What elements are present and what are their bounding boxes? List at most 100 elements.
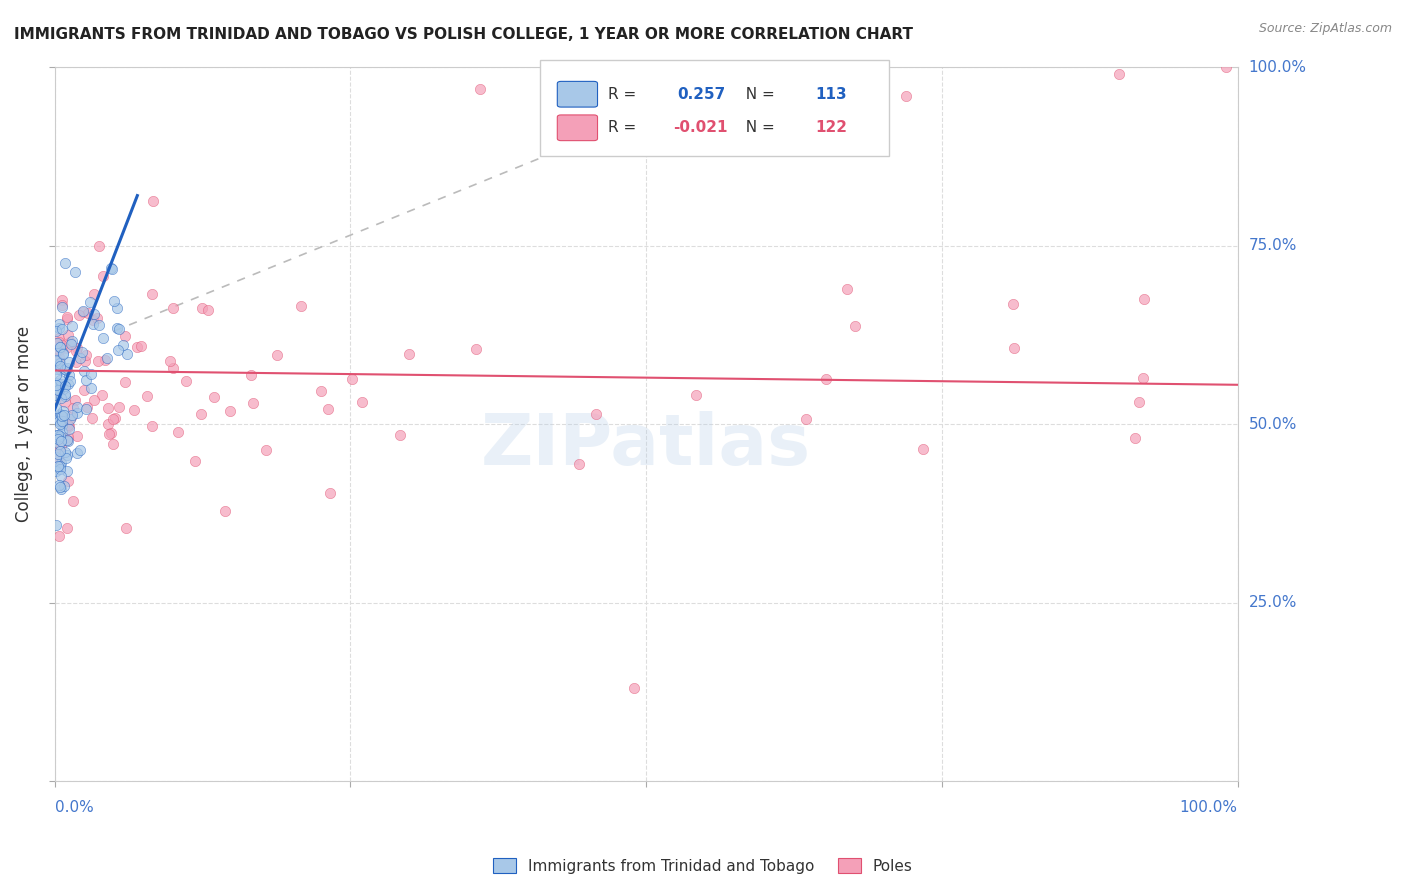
Point [837, 283, 859, 297]
Point [103, 293, 125, 308]
Point [100, 260, 122, 275]
Point [685, 388, 707, 402]
Point [58, 368, 80, 383]
Point [266, 348, 288, 362]
Point [1215, 60, 1237, 74]
Point [65, 429, 87, 443]
Point [49, 373, 72, 387]
Point [76, 400, 98, 414]
Point [214, 504, 236, 518]
Text: R =: R = [609, 87, 647, 102]
Point [66, 342, 89, 356]
Point [197, 303, 219, 318]
Point [46, 376, 69, 390]
Point [67, 308, 90, 322]
Point [141, 419, 163, 434]
Point [53, 444, 76, 458]
Point [77, 305, 100, 319]
Point [159, 354, 181, 368]
Point [58, 418, 80, 433]
Point [91, 269, 114, 284]
Point [48, 436, 70, 450]
Point [75, 353, 97, 368]
Point [48, 443, 70, 458]
Point [352, 395, 374, 409]
Point [82, 411, 104, 425]
Point [82, 313, 104, 327]
Point [45, 388, 67, 402]
Point [45, 377, 67, 392]
Point [470, 81, 492, 95]
FancyBboxPatch shape [557, 115, 598, 141]
Point [141, 286, 163, 301]
Point [53, 479, 76, 493]
Point [48, 383, 70, 397]
Point [1128, 394, 1150, 409]
Point [66, 406, 89, 420]
Point [48, 409, 70, 424]
Point [94, 353, 117, 368]
Point [48, 321, 70, 335]
Point [51, 321, 73, 335]
Text: Source: ZipAtlas.com: Source: ZipAtlas.com [1258, 22, 1392, 36]
Point [46, 335, 69, 350]
Point [49, 459, 72, 474]
Point [585, 407, 607, 421]
Point [60, 319, 83, 334]
Point [58, 434, 80, 449]
Point [62, 401, 84, 416]
Point [48, 478, 70, 492]
Point [56, 474, 79, 488]
Point [48, 529, 70, 543]
Point [46, 412, 69, 426]
Point [45, 518, 67, 533]
Point [191, 301, 214, 315]
Point [51, 409, 73, 423]
Point [634, 60, 657, 74]
Point [1123, 431, 1146, 445]
Point [290, 300, 312, 314]
Point [202, 390, 225, 404]
Point [59, 412, 82, 426]
Point [101, 261, 124, 276]
Point [56, 464, 79, 478]
Point [1002, 341, 1025, 355]
Point [45, 352, 67, 367]
Point [82, 317, 104, 331]
Point [72, 383, 94, 397]
Point [83, 287, 105, 301]
Point [56, 521, 79, 535]
Point [51, 298, 73, 312]
Point [105, 321, 128, 335]
Point [104, 411, 127, 425]
FancyBboxPatch shape [540, 60, 889, 156]
Point [72, 304, 94, 318]
Point [129, 339, 152, 353]
Point [45, 343, 67, 358]
Point [103, 412, 125, 426]
Point [190, 407, 212, 421]
Point [45, 401, 67, 416]
Point [48, 351, 70, 365]
Point [45, 354, 67, 368]
FancyBboxPatch shape [557, 81, 598, 107]
Point [83, 392, 105, 407]
Point [55, 450, 77, 465]
Point [62, 493, 84, 508]
Point [51, 414, 73, 428]
Point [51, 300, 73, 314]
Point [52, 347, 75, 361]
Point [52, 404, 75, 418]
Point [319, 485, 342, 500]
Point [48, 384, 70, 399]
Point [114, 328, 136, 343]
Point [49, 340, 72, 354]
Point [46, 433, 69, 447]
Point [59, 334, 82, 349]
Point [48, 356, 70, 370]
Point [56, 327, 79, 342]
Point [58, 422, 80, 436]
Point [398, 347, 420, 361]
Text: 100.0%: 100.0% [1249, 60, 1306, 75]
Point [60, 410, 83, 425]
